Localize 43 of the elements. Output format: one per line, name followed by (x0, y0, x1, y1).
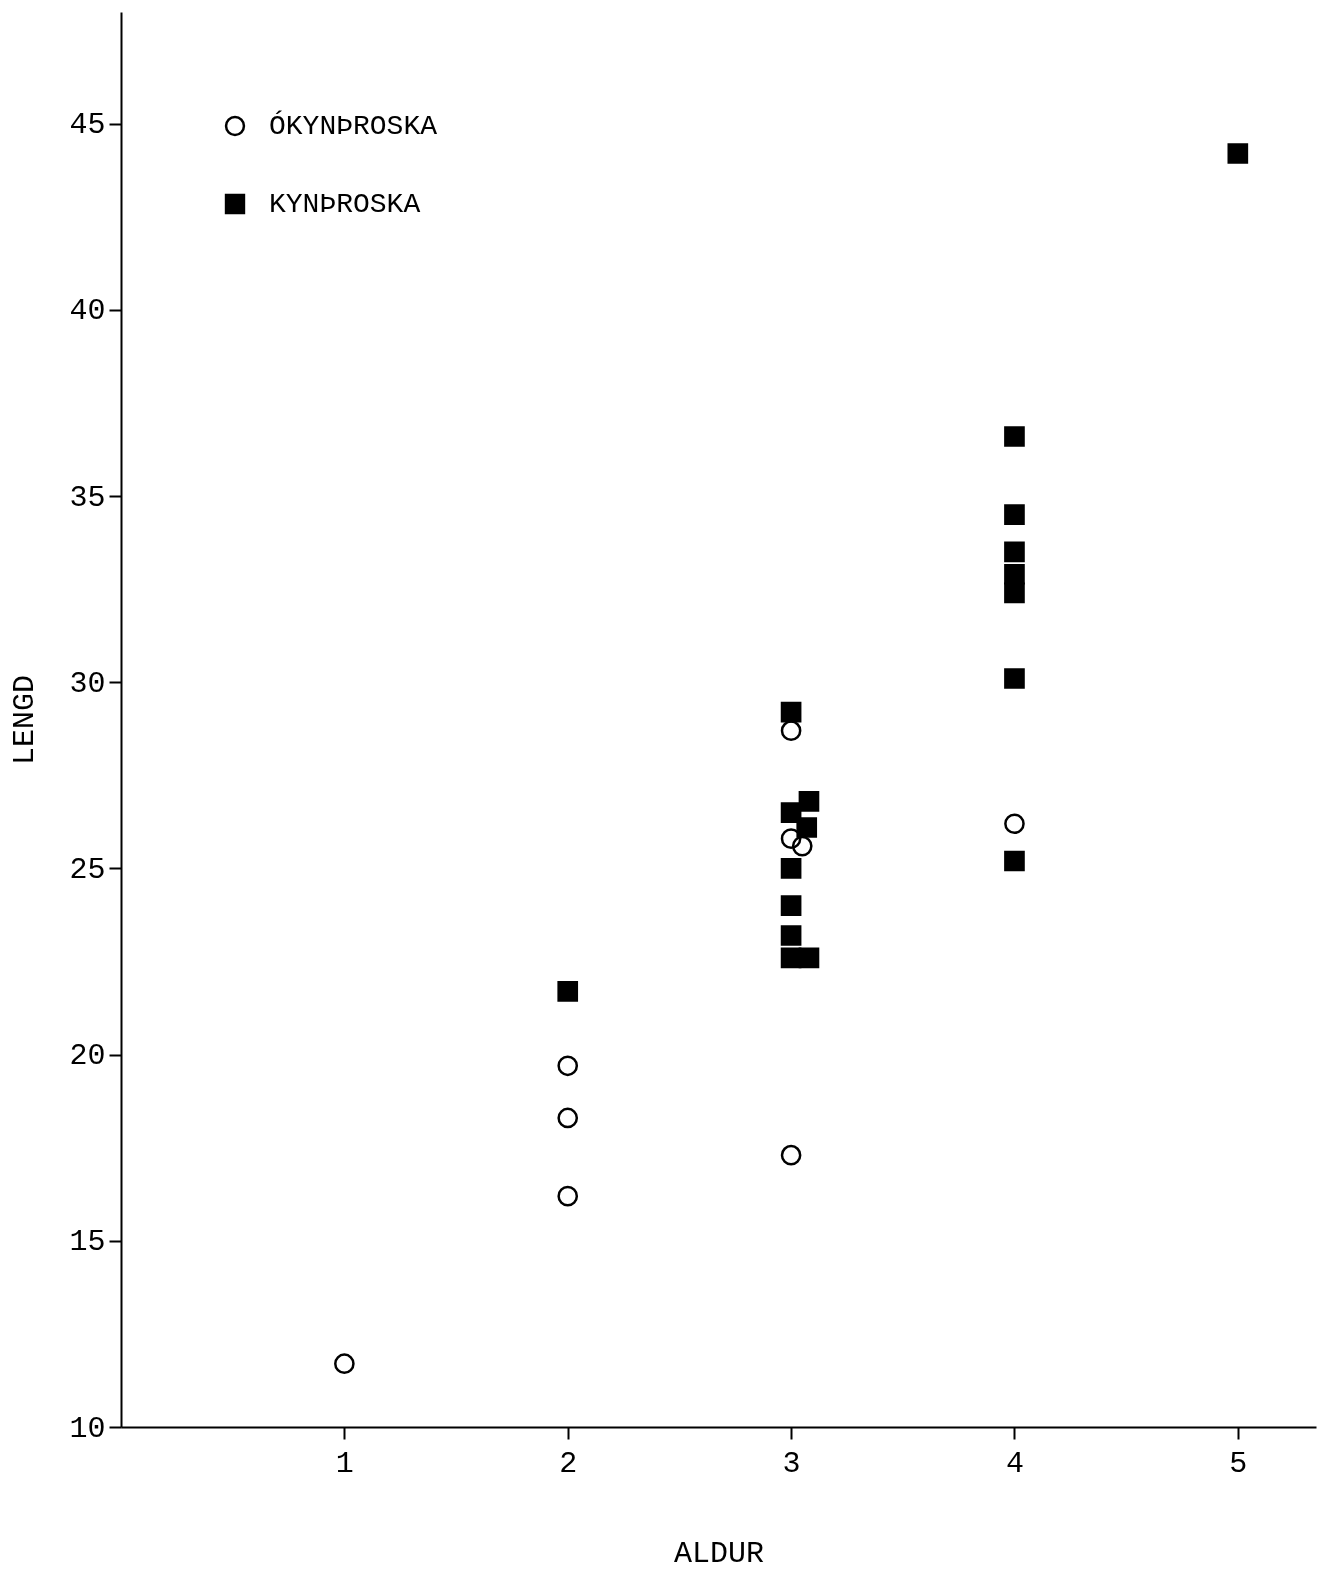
point (1004, 668, 1025, 689)
point (780, 858, 802, 879)
point (557, 1185, 579, 1207)
x-tick-label: 2 (559, 1446, 578, 1481)
legend-label: ÓKYNÞROSKA (269, 110, 438, 142)
y-axis-title: LENGD (8, 674, 43, 766)
y-tick-label: 10 (69, 1411, 106, 1446)
point (798, 791, 820, 812)
y-tick-label: 20 (69, 1039, 106, 1074)
point (1004, 850, 1025, 872)
x-tick-label: 1 (335, 1446, 354, 1481)
legend-label: KYNÞROSKA (269, 189, 421, 220)
x-tick-label: 3 (782, 1446, 801, 1481)
y-tick-label: 35 (69, 480, 106, 515)
point (796, 817, 818, 838)
x-tick-label: 5 (1229, 1446, 1248, 1481)
x-axis-title: ALDUR (673, 1536, 765, 1571)
point (1004, 426, 1025, 447)
point (557, 1055, 579, 1077)
point (780, 1144, 802, 1166)
point (780, 925, 802, 946)
point (1227, 143, 1249, 164)
point (557, 1107, 579, 1129)
point (780, 895, 802, 917)
y-tick-label: 45 (69, 108, 106, 143)
point (1004, 504, 1025, 526)
point (1004, 813, 1025, 835)
point (334, 1353, 355, 1375)
point (557, 981, 579, 1002)
y-tick-label: 30 (69, 666, 106, 701)
x-tick-label: 4 (1005, 1446, 1024, 1481)
y-tick-label: 25 (69, 852, 106, 887)
point (780, 701, 802, 723)
point (798, 947, 820, 969)
point (780, 947, 802, 969)
point (780, 720, 802, 741)
point (780, 828, 802, 849)
point (791, 835, 813, 857)
point (1004, 582, 1025, 604)
y-tick-label: 40 (69, 294, 106, 329)
point (1004, 541, 1025, 563)
y-tick-label: 15 (69, 1225, 106, 1260)
point (1004, 563, 1025, 585)
